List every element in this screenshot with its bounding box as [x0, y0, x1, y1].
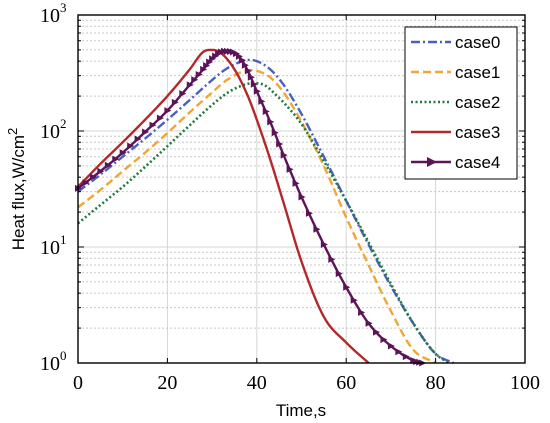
series-marker-case4 — [186, 81, 194, 89]
y-tick-base: 10 — [40, 353, 60, 375]
series-marker-case4 — [119, 149, 127, 157]
y-tick-exponent: 2 — [60, 116, 67, 131]
series-line-case1 — [77, 68, 437, 365]
series-marker-case4 — [235, 52, 243, 60]
y-tick-label: 103 — [40, 0, 67, 27]
series-marker-case4 — [350, 296, 358, 304]
y-tick-label: 101 — [40, 232, 67, 259]
y-tick-base: 10 — [40, 5, 60, 27]
legend-label-case2: case2 — [455, 93, 500, 112]
series-marker-case4 — [203, 62, 211, 70]
series-marker-case4 — [97, 167, 105, 175]
series-marker-case4 — [286, 165, 294, 173]
x-tick-label: 80 — [426, 372, 446, 394]
y-tick-label: 100 — [40, 348, 67, 375]
y-tick-exponent: 1 — [60, 232, 67, 247]
series-marker-case4 — [320, 241, 328, 249]
x-tick-label: 0 — [73, 372, 83, 394]
axis-ticks — [77, 15, 526, 364]
y-axis-label-text: Heat flux,W/cm — [9, 135, 28, 250]
series-marker-case4 — [104, 161, 112, 169]
series-marker-case4 — [358, 308, 366, 316]
series-marker-case4 — [387, 342, 395, 350]
series-marker-case4 — [247, 73, 255, 81]
series-marker-case4 — [305, 209, 313, 217]
y-tick-exponent: 3 — [60, 0, 67, 15]
y-tick-labels: 100 101 102 103 — [40, 0, 67, 375]
series-marker-case4 — [267, 118, 275, 126]
series-marker-case4 — [164, 107, 172, 115]
x-tick-label: 100 — [510, 372, 540, 394]
series-marker-case4 — [343, 283, 351, 291]
series-line-case2 — [77, 81, 450, 365]
y-axis-label-exponent: 2 — [5, 128, 20, 135]
series-marker-case4 — [280, 151, 288, 159]
legend: case0 case1 case2 case3 case4 — [404, 26, 518, 180]
series-marker-case4 — [171, 98, 179, 106]
series-marker-case4 — [276, 140, 284, 148]
series-marker-case4 — [402, 353, 410, 361]
series-marker-case4 — [200, 65, 208, 73]
legend-box — [404, 26, 518, 180]
series-marker-case4 — [112, 155, 120, 163]
series-marker-case4 — [156, 114, 164, 122]
y-tick-exponent: 0 — [60, 348, 67, 363]
y-tick-base: 10 — [40, 237, 60, 259]
series-marker-case4 — [395, 348, 403, 356]
series-marker-case4 — [380, 336, 388, 344]
series-marker-case4 — [253, 87, 261, 95]
series-marker-case4 — [365, 319, 373, 327]
x-tick-label: 20 — [157, 372, 177, 394]
legend-label-case0: case0 — [455, 33, 500, 52]
series-marker-case4 — [89, 173, 97, 181]
series-marker-case4 — [373, 328, 380, 336]
series-marker-case4 — [250, 80, 258, 88]
series-marker-case4 — [206, 58, 214, 66]
series-marker-case4 — [191, 76, 199, 84]
series-marker-case4 — [82, 179, 90, 187]
series-marker-case4 — [313, 225, 321, 233]
series-marker-case4 — [127, 142, 135, 150]
series-marker-case4 — [328, 255, 336, 263]
y-axis-label: Heat flux,W/cm2 — [5, 128, 28, 250]
series-marker-case4 — [262, 107, 270, 115]
y-tick-label: 102 — [40, 116, 67, 143]
legend-label-case4: case4 — [455, 153, 500, 172]
series-line-case0 — [77, 58, 455, 365]
x-tick-label: 40 — [247, 372, 267, 394]
x-axis-label: Time,s — [276, 401, 326, 420]
series-marker-case4 — [238, 56, 246, 64]
plot-area-frame — [77, 14, 526, 364]
series-marker-case4 — [195, 71, 203, 79]
legend-swatches — [411, 40, 451, 167]
x-tick-label: 60 — [336, 372, 356, 394]
series-marker-case4 — [271, 129, 279, 137]
series-marker-case4 — [258, 97, 266, 105]
legend-label-case3: case3 — [455, 123, 500, 142]
plot-series — [75, 47, 455, 367]
legend-label-case1: case1 — [455, 63, 500, 82]
series-marker-case4 — [241, 61, 249, 69]
series-marker-case4 — [179, 90, 187, 98]
legend-marker-case4 — [427, 157, 437, 167]
series-marker-case4 — [244, 67, 252, 75]
series-marker-case4 — [335, 270, 343, 278]
series-line-case3 — [77, 48, 370, 364]
y-tick-base: 10 — [40, 121, 60, 143]
series-marker-case4 — [142, 128, 150, 136]
x-tick-labels: 0 20 40 60 80 100 — [73, 372, 540, 394]
series-marker-case4 — [149, 121, 157, 129]
series-marker-case4 — [292, 179, 300, 187]
series-marker-case4 — [134, 135, 142, 143]
series-marker-case4 — [298, 193, 306, 201]
